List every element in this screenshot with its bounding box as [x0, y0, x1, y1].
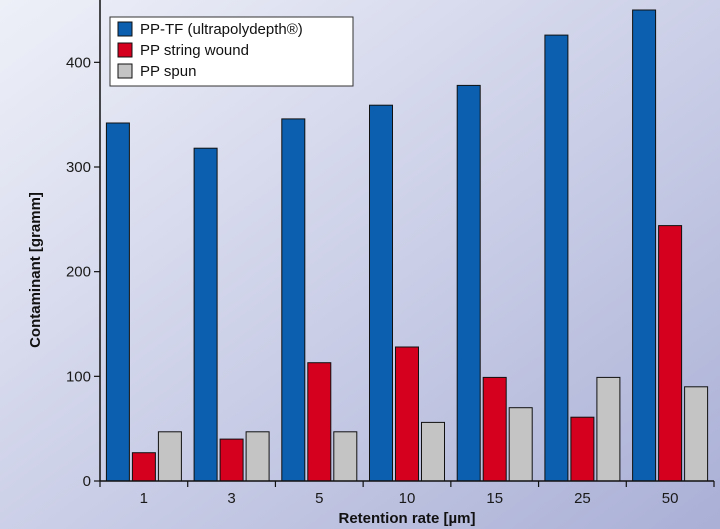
bar-pp-tf-1: [105, 122, 130, 482]
y-axis-title: Contaminant [gramm]: [27, 192, 44, 348]
legend-swatch-0: [117, 21, 133, 37]
legend-label-0: PP-TF (ultrapolydepth®): [140, 21, 303, 38]
axis-layer: 0 100 200 300 400 1 3 5 10 15 25 50: [66, 0, 715, 507]
bar-pp-3: [245, 431, 270, 482]
bar-pp-1: [131, 452, 156, 482]
bar-pp-tf-10: [369, 104, 393, 482]
x-tick-label-50: 50: [662, 490, 679, 507]
bar-pp-tf-5: [281, 118, 306, 482]
y-tick-label-400: 400: [66, 54, 91, 71]
x-tick-label-1: 1: [140, 490, 148, 507]
y-tick-label-100: 100: [66, 368, 91, 385]
legend-swatch-1: [117, 42, 133, 58]
x-tick-label-5: 5: [315, 490, 323, 507]
legend: PP-TF (ultrapolydepth®) PP string wound PP…: [109, 16, 354, 87]
y-tick-label-0: 0: [83, 473, 91, 490]
bar-pp-50: [684, 386, 709, 482]
bar-pp-5: [307, 362, 332, 482]
y-tick-label-300: 300: [66, 159, 91, 176]
bar-pp-tf-50: [632, 9, 657, 482]
bar-pp-1: [157, 431, 182, 482]
bar-pp-15: [508, 407, 533, 482]
x-tick-label-25: 25: [574, 490, 591, 507]
bar-pp-50: [658, 225, 683, 482]
bar-pp-25: [596, 376, 621, 482]
bar-pp-25: [570, 416, 595, 482]
x-tick-label-10: 10: [399, 490, 416, 507]
bar-pp-tf-15: [456, 84, 481, 482]
bar-pp-10: [421, 421, 445, 482]
bar-pp-15: [482, 376, 507, 482]
bar-pp-3: [219, 438, 244, 482]
legend-label-1: PP string wound: [140, 42, 249, 59]
bar-pp-tf-25: [544, 34, 569, 482]
legend-swatch-2: [117, 63, 133, 79]
bars-layer: [105, 9, 709, 482]
y-tick-label-200: 200: [66, 264, 91, 281]
x-tick-label-15: 15: [486, 490, 503, 507]
bar-pp-5: [333, 431, 358, 482]
legend-label-2: PP spun: [140, 63, 196, 80]
legend-box: [109, 16, 354, 87]
x-axis-title: Retention rate [µm]: [339, 510, 476, 527]
bar-pp-tf-3: [193, 147, 218, 482]
x-tick-label-3: 3: [227, 490, 235, 507]
bar-pp-10: [395, 346, 419, 482]
